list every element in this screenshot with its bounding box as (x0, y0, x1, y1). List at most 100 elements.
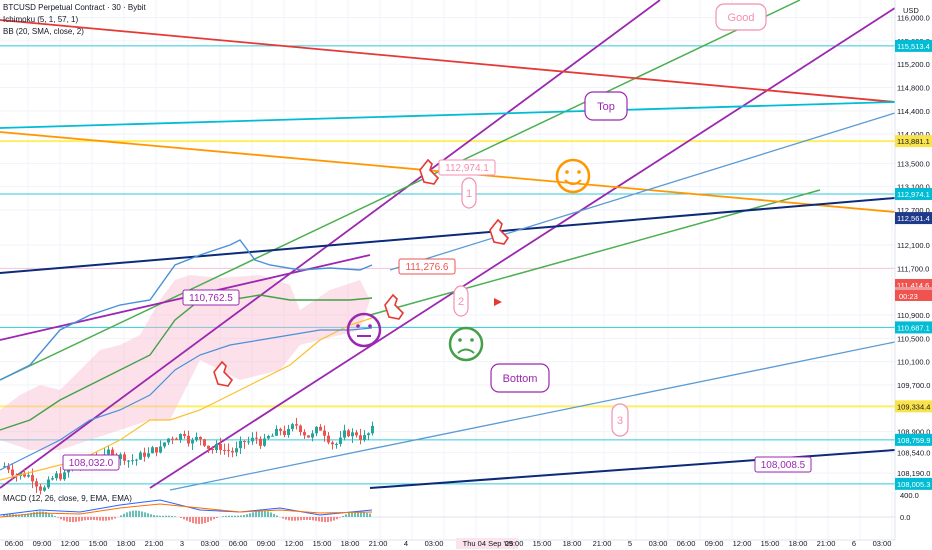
candle-body (135, 459, 138, 461)
time-tick: 03:00 (425, 539, 444, 548)
macd-bar (165, 515, 167, 517)
macd-bar (111, 517, 113, 520)
price-label: 110,687.1 (897, 323, 930, 332)
price-tick: 116,000.0 (897, 14, 930, 23)
candle-body (263, 438, 266, 446)
candle-body (111, 449, 114, 456)
price-tick: 114,400.0 (897, 107, 930, 116)
macd-bar (180, 517, 182, 519)
candle-body (39, 486, 42, 491)
candle-body (331, 442, 334, 445)
candle-body (275, 428, 278, 436)
macd-bar (108, 517, 110, 521)
candle-body (243, 440, 246, 443)
signal-line (0, 503, 373, 518)
time-tick: 12:00 (285, 539, 304, 548)
macd-bar (147, 513, 149, 517)
candle-body (283, 430, 286, 436)
bb-lower-line (0, 327, 373, 471)
candle-body (175, 438, 178, 440)
note-3-box (611, 403, 629, 437)
time-tick: 06:00 (677, 539, 696, 548)
macd-bar (48, 513, 50, 517)
note-2: 2 (458, 296, 464, 308)
currency-label: USD (903, 6, 919, 15)
bb-legend[interactable]: BB (20, SMA, close, 2) (3, 27, 84, 36)
price-tick: 111,700.0 (897, 264, 929, 273)
macd-bar (69, 517, 71, 523)
macd-bar (75, 517, 77, 522)
time-tick: 6 (852, 539, 856, 548)
macd-bar (285, 517, 287, 520)
face-eye (577, 170, 581, 174)
price-annotation-box (754, 456, 812, 473)
macd-tick: 400.0 (900, 491, 919, 500)
trend-line (0, 0, 661, 489)
time-tick: 18:00 (563, 539, 582, 548)
candle-body (299, 425, 302, 433)
candle-body (187, 435, 190, 444)
macd-bar (252, 512, 254, 517)
macd-bar (195, 517, 197, 524)
candle-body (143, 452, 146, 457)
time-tick: 09:00 (505, 539, 524, 548)
candle-body (203, 439, 206, 446)
macd-bar (318, 517, 320, 522)
time-tick: 3 (180, 539, 184, 548)
macd-bar (363, 512, 365, 517)
top-note: Top (597, 101, 615, 113)
macd-bar (102, 517, 104, 521)
time-tick: 09:00 (33, 539, 52, 548)
face-circle (346, 312, 382, 348)
time-tick: 15:00 (89, 539, 108, 548)
note-1: 1 (466, 188, 472, 200)
candle-body (47, 479, 50, 488)
macd-bar (162, 515, 164, 517)
macd-bar (255, 511, 257, 517)
macd-legend[interactable]: MACD (12, 26, close, 9, EMA, EMA) (3, 494, 132, 503)
price-annotation-box (398, 258, 456, 275)
price-tick: 115,200.0 (897, 60, 930, 69)
candle-body (219, 444, 222, 450)
face-circle (555, 158, 591, 194)
candle-body (195, 436, 198, 441)
candle-body (323, 430, 326, 436)
price-tick: 112,700.0 (897, 206, 930, 215)
candle-body (3, 466, 6, 468)
macd-pane (0, 499, 895, 524)
time-tick: 15:00 (313, 539, 332, 548)
macd-bar (258, 510, 260, 517)
macd-bar (240, 515, 242, 517)
time-tick: 15:00 (533, 539, 552, 548)
candle-body (367, 433, 370, 436)
candle-body (147, 453, 150, 457)
candle-body (35, 481, 38, 487)
time-tick: 21:00 (369, 539, 388, 548)
macd-bar (18, 514, 20, 517)
price-tick: 108,900.0 (897, 428, 930, 437)
macd-bar (216, 517, 218, 518)
candle-body (179, 434, 182, 440)
ichimoku-legend[interactable]: Ichimoku (5, 1, 57, 1) (3, 15, 79, 24)
candle-body (23, 473, 26, 477)
candle-body (11, 469, 14, 476)
candle-body (351, 432, 354, 437)
candle-body (191, 440, 194, 444)
candle-body (239, 440, 242, 449)
annotations: Good Top Bottom 1 2 3 112,974.1 111,276.6 110,76… (62, 3, 812, 473)
macd-bar (183, 517, 185, 520)
candle-body (335, 443, 338, 445)
horizontal-levels (0, 45, 895, 485)
price-label-box (895, 212, 932, 225)
macd-bar (57, 517, 59, 518)
macd-bar (276, 515, 278, 517)
trend-line (389, 112, 896, 271)
macd-bar (36, 511, 38, 517)
macd-bar (348, 512, 350, 517)
macd-bar (327, 517, 329, 522)
time-tick: 06:00 (229, 539, 248, 548)
candle-body (31, 475, 34, 482)
candle-body (279, 428, 282, 431)
macd-bar (225, 515, 227, 517)
